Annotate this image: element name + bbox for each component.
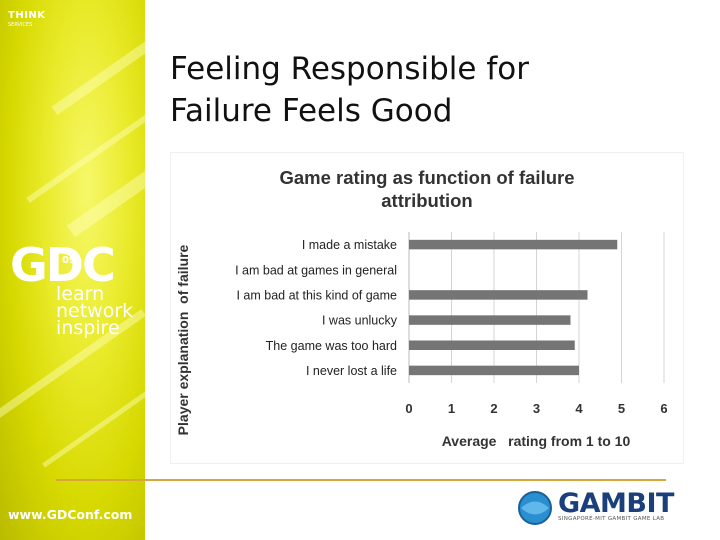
slide-title: Feeling Responsible for Failure Feels Go… (170, 48, 690, 132)
y-category-label: I made a mistake (302, 238, 397, 252)
slide-title-line2: Failure Feels Good (170, 93, 453, 129)
chart-title-line2: attribution (381, 190, 472, 211)
gdc-sidebar: THINK SERVICES GDC 09 learn network insp… (0, 0, 145, 540)
gdc-url[interactable]: www.GDConf.com (8, 507, 133, 522)
chart-category-labels: I made a mistake I am bad at games in gen… (235, 238, 398, 378)
think-logo-sub: SERVICES (8, 22, 33, 28)
gambit-globe-icon (518, 491, 552, 525)
y-category-label: I am bad at this kind of game (236, 288, 397, 302)
slide-title-line1: Feeling Responsible for (170, 51, 529, 87)
chart-title-line1: Game rating as function of failure (279, 167, 574, 188)
y-category-label: I was unlucky (322, 314, 398, 328)
gdc-year: 09 (62, 255, 76, 266)
x-tick-label: 6 (660, 401, 667, 416)
x-tick-label: 2 (490, 401, 497, 416)
gambit-logo-text: GAMBIT (558, 488, 674, 519)
tagline-inspire: inspire (56, 317, 120, 339)
chart-tick-labels: 0 1 2 3 4 5 6 (405, 401, 667, 416)
gambit-logo-subtitle: SINGAPORE-MIT GAMBIT GAME LAB (558, 516, 665, 522)
bar (409, 340, 575, 350)
x-tick-label: 1 (448, 401, 455, 416)
think-logo: THINK (8, 10, 46, 21)
tagline-network: network (56, 300, 134, 322)
bar (409, 239, 618, 250)
x-tick-label: 5 (618, 401, 625, 416)
y-category-label: I am bad at games in general (235, 263, 397, 277)
x-tick-label: 4 (575, 401, 583, 416)
chart-y-axis-label: Player explanation of failure (175, 244, 191, 435)
chart-container: Game rating as function of failure attri… (170, 152, 684, 464)
bar (409, 315, 571, 325)
bar (409, 365, 579, 376)
chart-bars (409, 239, 618, 376)
failure-attribution-chart: Game rating as function of failure attri… (175, 167, 668, 449)
chart-x-axis-label: Average rating from 1 to 10 (442, 433, 631, 449)
chart-gridlines (408, 232, 665, 383)
gdc-logo: GDC (10, 238, 116, 292)
footer-divider (56, 479, 666, 481)
y-category-label: I never lost a life (306, 364, 397, 378)
bar (409, 290, 588, 300)
x-tick-label: 3 (533, 401, 540, 416)
tagline-learn: learn (56, 283, 105, 305)
y-category-label: The game was too hard (266, 339, 397, 353)
x-tick-label: 0 (405, 401, 412, 416)
